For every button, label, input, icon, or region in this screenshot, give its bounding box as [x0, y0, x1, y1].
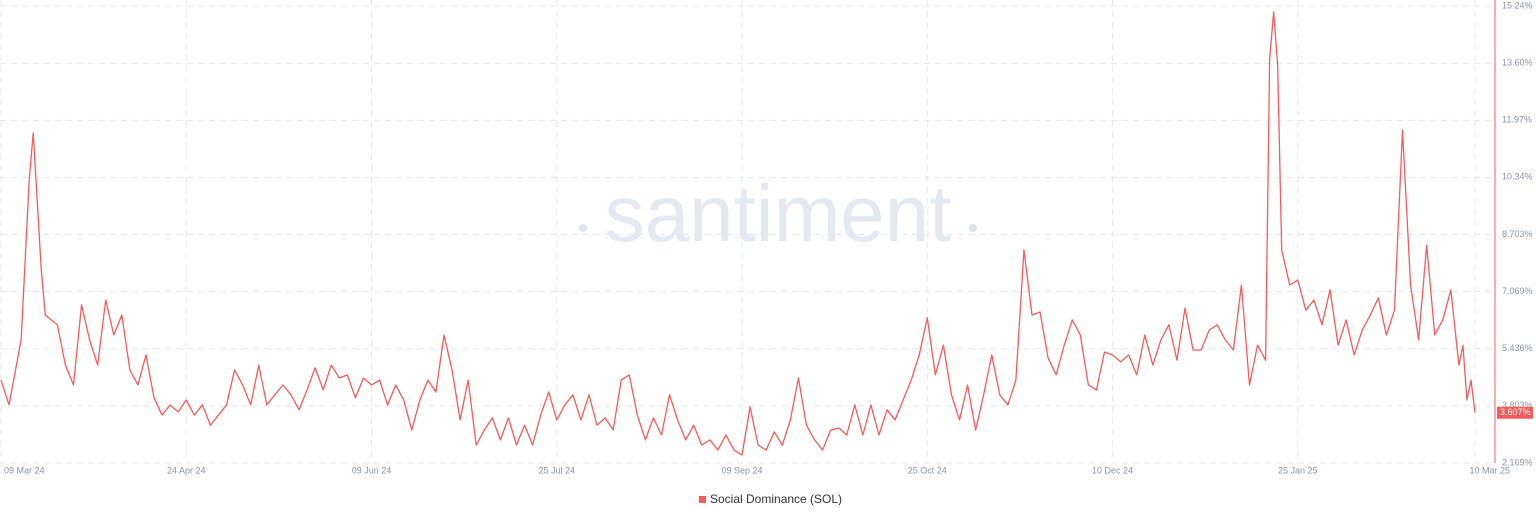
- y-tick-label: 8.703%: [1502, 229, 1533, 239]
- y-tick-label: 11.97%: [1502, 115, 1532, 125]
- x-tick-label: 09 Jun 24: [352, 465, 392, 475]
- x-tick-label: 09 Mar 24: [4, 465, 45, 475]
- x-tick-label: 24 Apr 24: [167, 465, 206, 475]
- legend-label: Social Dominance (SOL): [710, 492, 842, 506]
- watermark: santiment: [579, 169, 977, 258]
- y-tick-label: 5.436%: [1502, 343, 1533, 353]
- legend-swatch: [699, 496, 706, 503]
- x-tick-label: 09 Sep 24: [722, 465, 763, 475]
- x-tick-label: 25 Jan 25: [1278, 465, 1318, 475]
- y-tick-label: 3.803%: [1502, 400, 1533, 410]
- y-tick-label: 15.24%: [1502, 0, 1533, 10]
- series-line: [0, 11, 1476, 456]
- y-tick-label: 7.069%: [1502, 286, 1533, 296]
- legend: Social Dominance (SOL): [699, 492, 842, 506]
- last-value-badge: [1497, 406, 1533, 419]
- watermark-dot: [579, 224, 587, 232]
- watermark-text: santiment: [605, 169, 952, 258]
- x-tick-label: 25 Jul 24: [539, 465, 576, 475]
- last-value-label: 3.607%: [1500, 407, 1531, 417]
- grid: [0, 0, 1495, 464]
- axes: 2.169% 3.803% 5.436% 7.069% 8.703% 10.34% 11.9…: [4, 0, 1533, 475]
- y-tick-label: 13.60%: [1502, 58, 1533, 68]
- x-tick-label: 25 Oct 24: [908, 465, 947, 475]
- y-tick-label: 2.169%: [1502, 457, 1533, 467]
- x-tick-label: 10 Dec 24: [1092, 465, 1133, 475]
- x-tick-label: 10 Mar 25: [1469, 465, 1510, 475]
- y-tick-label: 10.34%: [1502, 172, 1533, 182]
- plot: [0, 11, 1476, 456]
- watermark-dot: [969, 224, 977, 232]
